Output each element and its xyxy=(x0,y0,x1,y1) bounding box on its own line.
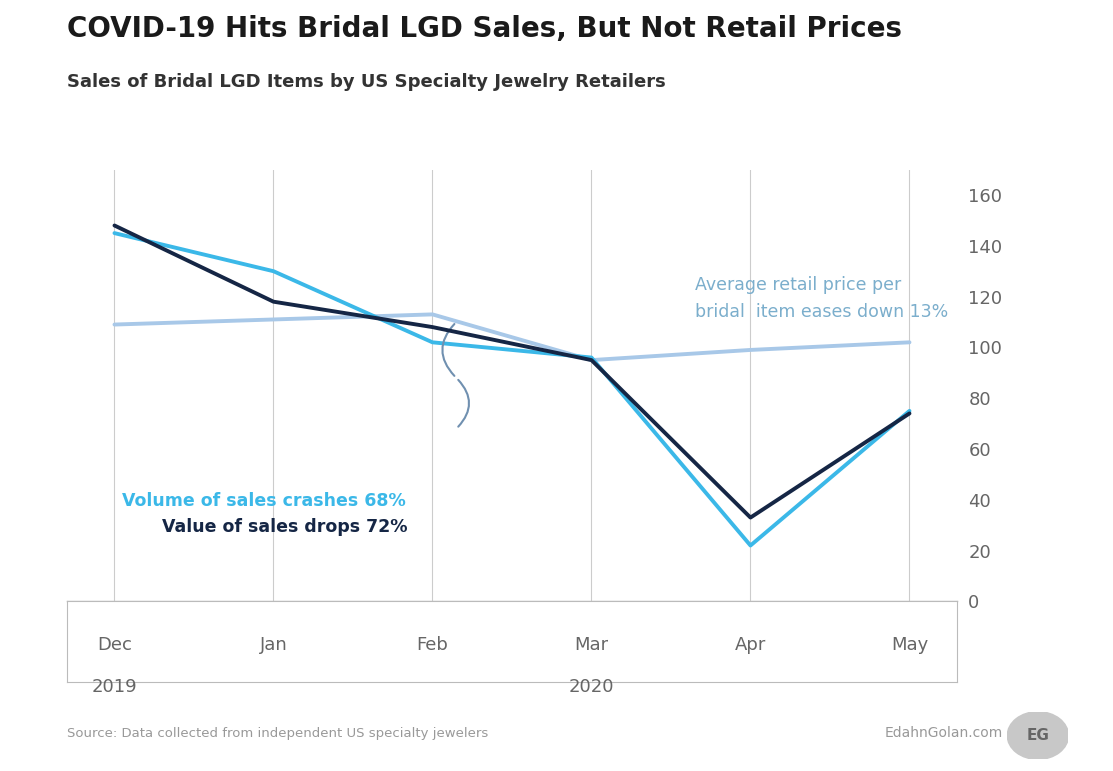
Text: Apr: Apr xyxy=(735,636,766,654)
Circle shape xyxy=(1007,712,1068,759)
Text: Dec: Dec xyxy=(97,636,132,654)
Text: Volume of sales crashes 68%: Volume of sales crashes 68% xyxy=(122,492,406,510)
Text: Feb: Feb xyxy=(416,636,449,654)
Text: EdahnGolan.com: EdahnGolan.com xyxy=(885,726,1003,740)
Text: 2019: 2019 xyxy=(91,678,137,696)
Text: Average retail price per
bridal  item eases down 13%: Average retail price per bridal item eas… xyxy=(695,276,948,321)
Text: May: May xyxy=(890,636,928,654)
Text: Sales of Bridal LGD Items by US Specialty Jewelry Retailers: Sales of Bridal LGD Items by US Specialt… xyxy=(67,73,666,91)
Text: Mar: Mar xyxy=(574,636,609,654)
Text: Source: Data collected from independent US specialty jewelers: Source: Data collected from independent … xyxy=(67,727,487,740)
Text: EG: EG xyxy=(1026,728,1050,743)
Text: 2020: 2020 xyxy=(569,678,614,696)
Text: Jan: Jan xyxy=(259,636,287,654)
Text: COVID-19 Hits Bridal LGD Sales, But Not Retail Prices: COVID-19 Hits Bridal LGD Sales, But Not … xyxy=(67,15,902,43)
Text: Value of sales drops 72%: Value of sales drops 72% xyxy=(162,517,407,536)
